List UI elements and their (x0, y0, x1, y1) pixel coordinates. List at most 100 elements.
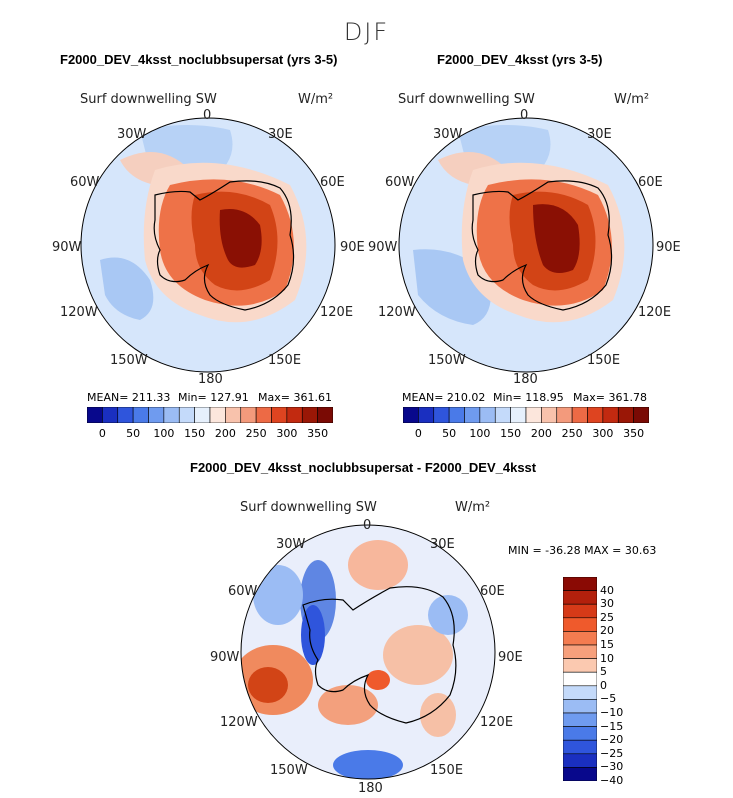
panel3-lon-label: 180 (358, 781, 383, 796)
colorbar-swatch (571, 407, 588, 423)
colorbar-tick-label: −25 (600, 746, 624, 760)
panel3-lon-label: 60W (228, 584, 258, 599)
colorbar-swatch (225, 407, 242, 423)
colorbar-swatch (563, 590, 597, 605)
panel2-lon-label: 30E (587, 127, 612, 142)
colorbar-swatch (563, 644, 597, 659)
colorbar-swatch (563, 603, 597, 619)
colorbar-tick-label: −30 (600, 760, 624, 774)
colorbar-swatch (563, 658, 597, 673)
panel2-lon-label: 120W (378, 305, 416, 320)
panel1-title: F2000_DEV_4ksst_noclubbsupersat (yrs 3-5… (60, 52, 338, 67)
colorbar-swatch (163, 407, 180, 423)
colorbar-tick-label: 0 (98, 427, 106, 440)
panel1-lon-label: 120E (320, 305, 354, 320)
panel2-lon-label: 30W (433, 127, 463, 142)
panel1-colorbar (87, 407, 333, 423)
colorbar-tick-label: 50 (126, 427, 141, 440)
panel1-units: W/m² (298, 92, 334, 107)
panel3-lon-label: 150W (270, 763, 308, 778)
panel3-lon-label: 120E (480, 715, 514, 730)
panel1-lon-label: 150W (110, 353, 148, 368)
panel3-field-patch (348, 540, 408, 590)
panel1-lon-label: 60W (70, 175, 100, 190)
colorbar-swatch (132, 407, 149, 423)
colorbar-swatch (317, 407, 333, 423)
panel3-lon-label: 90E (498, 650, 523, 665)
colorbar-swatch (556, 407, 573, 423)
panel3-field-patch (253, 565, 303, 625)
panel3-field-patch (333, 750, 403, 779)
colorbar-tick-label: 150 (184, 427, 206, 440)
panel1-min: Min= 127.91 (178, 391, 249, 404)
colorbar-tick-label: 100 (469, 427, 491, 440)
colorbar-tick-label: −10 (600, 706, 624, 719)
colorbar-swatch (448, 407, 465, 423)
panel3-field-patch (383, 625, 453, 685)
panel2-title: F2000_DEV_4ksst (yrs 3-5) (437, 52, 603, 67)
panel2-units: W/m² (614, 92, 650, 107)
panel1-lon-label: 30W (117, 127, 147, 142)
panel3-lon-label: 60E (480, 584, 505, 599)
colorbar-swatch (563, 753, 597, 768)
colorbar-swatch (117, 407, 134, 423)
panel1-coastline (153, 180, 295, 311)
colorbar-swatch (563, 712, 597, 727)
panel2-min: Min= 118.95 (493, 391, 564, 404)
panel3-map (240, 524, 496, 780)
colorbar-swatch (563, 699, 597, 714)
panel1-map (80, 117, 336, 373)
colorbar-tick-label: 30 (600, 597, 614, 611)
panel2-field-patch (533, 204, 580, 274)
panel2-variable: Surf downwelling SW (398, 92, 535, 107)
colorbar-swatch (563, 631, 597, 646)
colorbar-tick-label: 200 (530, 427, 552, 440)
panel1-lon-label: 30E (268, 127, 293, 142)
panel2-max: Max= 361.78 (573, 391, 647, 404)
colorbar-swatch (633, 407, 649, 423)
colorbar-swatch (563, 671, 597, 687)
panel1-lon-label: 90E (340, 240, 365, 255)
panel3-coastline (302, 586, 457, 724)
colorbar-swatch (602, 407, 619, 423)
colorbar-swatch (433, 407, 450, 423)
colorbar-swatch (87, 407, 103, 423)
colorbar-tick-label: −5 (600, 692, 617, 706)
colorbar-swatch (563, 726, 597, 741)
panel2-lon-label: 120E (638, 305, 672, 320)
colorbar-swatch (617, 407, 634, 423)
colorbar-tick-label: 350 (307, 427, 329, 440)
colorbar-swatch (563, 739, 597, 755)
panel2-lon-label: 60W (385, 175, 415, 190)
colorbar-swatch (240, 407, 257, 423)
colorbar-swatch (479, 407, 496, 423)
panel1-max: Max= 361.61 (258, 391, 332, 404)
panel3-variable: Surf downwelling SW (240, 500, 377, 515)
colorbar-swatch (209, 407, 226, 423)
panel1-lon-label: 120W (60, 305, 98, 320)
panel2-lon-label: 90E (656, 240, 681, 255)
panel3-field-patch (420, 693, 456, 737)
colorbar-swatch (587, 407, 604, 423)
colorbar-swatch (563, 617, 597, 632)
colorbar-tick-label: 25 (600, 610, 614, 624)
colorbar-tick-label: −40 (600, 774, 624, 787)
colorbar-tick-label: 15 (600, 638, 614, 651)
colorbar-swatch (148, 407, 165, 423)
panel1-lon-label: 60E (320, 175, 345, 190)
colorbar-tick-label: 0 (600, 678, 607, 692)
colorbar-swatch (194, 407, 211, 423)
colorbar-tick-label: 40 (600, 583, 614, 597)
colorbar-tick-label: −15 (600, 719, 624, 733)
colorbar-tick-label: 0 (414, 427, 422, 440)
panel1-mean: MEAN= 211.33 (87, 391, 171, 404)
colorbar-swatch (563, 767, 597, 781)
panel2-map (398, 117, 654, 373)
panel2-mean: MEAN= 210.02 (402, 391, 486, 404)
colorbar-swatch (418, 407, 435, 423)
panel3-min-max: MIN = -36.28 MAX = 30.63 (508, 544, 657, 557)
panel3-field-patch (366, 670, 390, 690)
panel2-lon-label: 150W (428, 353, 466, 368)
colorbar-swatch (563, 577, 597, 591)
colorbar-tick-label: −20 (600, 733, 624, 747)
